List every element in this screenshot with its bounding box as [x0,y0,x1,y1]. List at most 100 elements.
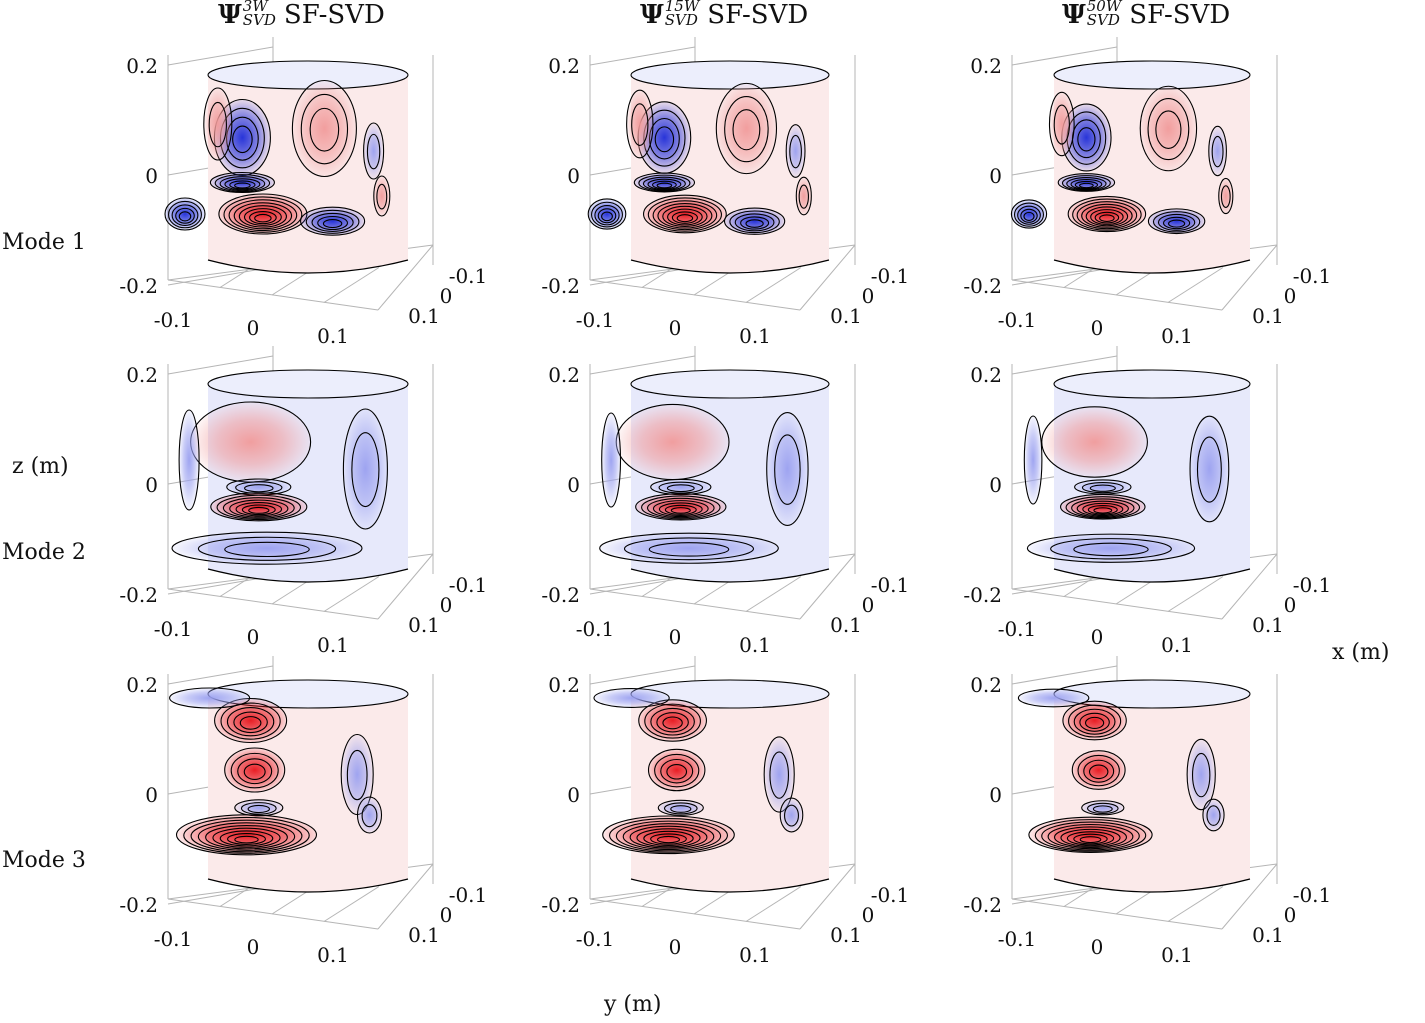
contour-line [1099,214,1115,223]
title-superscript: 3W [242,0,268,15]
positive-lobe [190,402,311,482]
contour-line [208,101,227,148]
contour-line [1066,177,1107,191]
x-tick-label: -0.1 [871,573,910,597]
negative-lobe [169,688,250,708]
floor-grid-line [167,279,379,311]
back-grid-line [1011,665,1118,685]
contour-line [1168,219,1186,228]
contour-line [1089,484,1116,492]
contour-line [366,133,381,170]
contour-line [1093,507,1113,514]
contour-line [593,688,670,708]
contour-line [1083,759,1115,783]
contour-line [629,825,708,849]
floor-grid-line [1011,588,1223,620]
contour-line [1034,819,1147,852]
negative-lobe [1190,416,1229,522]
mode-panel-r2-c3: 0.20-0.2-0.1 0 0.1-0.100.1 [963,346,1331,657]
contour-line [798,184,809,209]
contour-line [1077,754,1120,787]
x-tick-label: 0 [862,284,875,308]
contour-line [650,707,695,736]
contour-line [1060,493,1146,520]
negative-lobe [1024,416,1042,504]
contour-line [769,751,790,799]
mode-panel-r1-c3: 0.20-0.2-0.1 0 0.1-0.100.1 [963,37,1331,348]
contour-line [670,507,691,514]
floor-grid-line [745,576,802,612]
contour-line [734,213,775,232]
contour-line [1041,821,1140,851]
contour-line [1073,708,1116,735]
contour-line [228,199,298,232]
cylinder-bottom-rim [207,568,409,583]
back-grid-line [167,46,274,66]
contour-line [234,182,251,189]
contour-line [633,172,696,193]
floor-grid-line [589,279,801,311]
negative-lobe [1187,739,1216,810]
contour-line [763,736,795,813]
negative-lobe [363,123,384,179]
y-tick-label: -0.1 [154,308,193,332]
contour-line [1079,712,1110,732]
z-tick-label: 0.2 [126,673,158,697]
y-tick-label: 0 [247,316,260,340]
contour-line [214,174,271,193]
floor-grid-line [1221,863,1278,930]
back-grid-line [167,665,274,685]
contour-line [1050,538,1172,560]
contour-line [224,541,310,558]
negative-lobe [634,173,695,192]
floor-grid-line [589,588,801,620]
contour-line [647,497,715,519]
y-tick-label: -0.1 [154,927,193,951]
row-label-mode-3: Mode 3 [2,848,86,873]
x-tick-label: 0.1 [408,613,440,637]
contour-line [663,802,698,815]
contour-line [234,835,259,844]
contour-line [676,214,694,223]
y-tick-label: -0.1 [154,617,193,641]
floor-grid-line [1167,267,1224,303]
x-tick-label: 0 [862,593,875,617]
contour-line [168,200,202,229]
column-title-50w: Ψ 50W SVD SF-SVD [1062,0,1230,30]
title-subscript: SVD [242,11,276,29]
contour-line [230,752,279,789]
mode-panel-r3-c3: 0.20-0.2-0.1 0 0.1-0.100.1 [963,656,1331,967]
positive-lobe [203,88,232,160]
contour-line [664,504,697,515]
cylinder-top-rim [207,369,409,399]
positive-lobe [796,177,812,215]
contour-line [1094,211,1120,224]
z-tick-label: -0.2 [963,583,1002,607]
contour-line [351,432,380,508]
contour-line [1162,216,1191,230]
contour-line [1062,700,1127,741]
x-tick-label: -0.1 [449,573,488,597]
back-grid-line [589,46,696,66]
contour-line [346,749,368,801]
z-tick-label: -0.2 [963,274,1002,298]
contour-line [1054,826,1127,849]
contour-line [1086,802,1119,815]
contour-line [175,814,318,856]
contour-line [1152,211,1201,233]
contour-line [1202,798,1225,832]
mode-panel-r3-c2: 0.20-0.2-0.1 0 0.1-0.100.1 [541,656,909,967]
y-tick-label: 0 [247,935,260,959]
z-axis-label: z (m) [12,454,69,479]
contour-line [322,219,343,229]
floor-grid-line [799,863,856,930]
psi-symbol: Ψ [1062,0,1086,30]
contour-line [724,95,769,163]
y-tick-label: 0 [1091,935,1104,959]
contour-line [656,835,681,844]
x-tick-label: 0 [1284,593,1297,617]
contour-line [642,176,686,191]
contour-line [631,103,649,146]
y-tick-label: 0.1 [739,633,771,657]
contour-line [740,216,770,230]
